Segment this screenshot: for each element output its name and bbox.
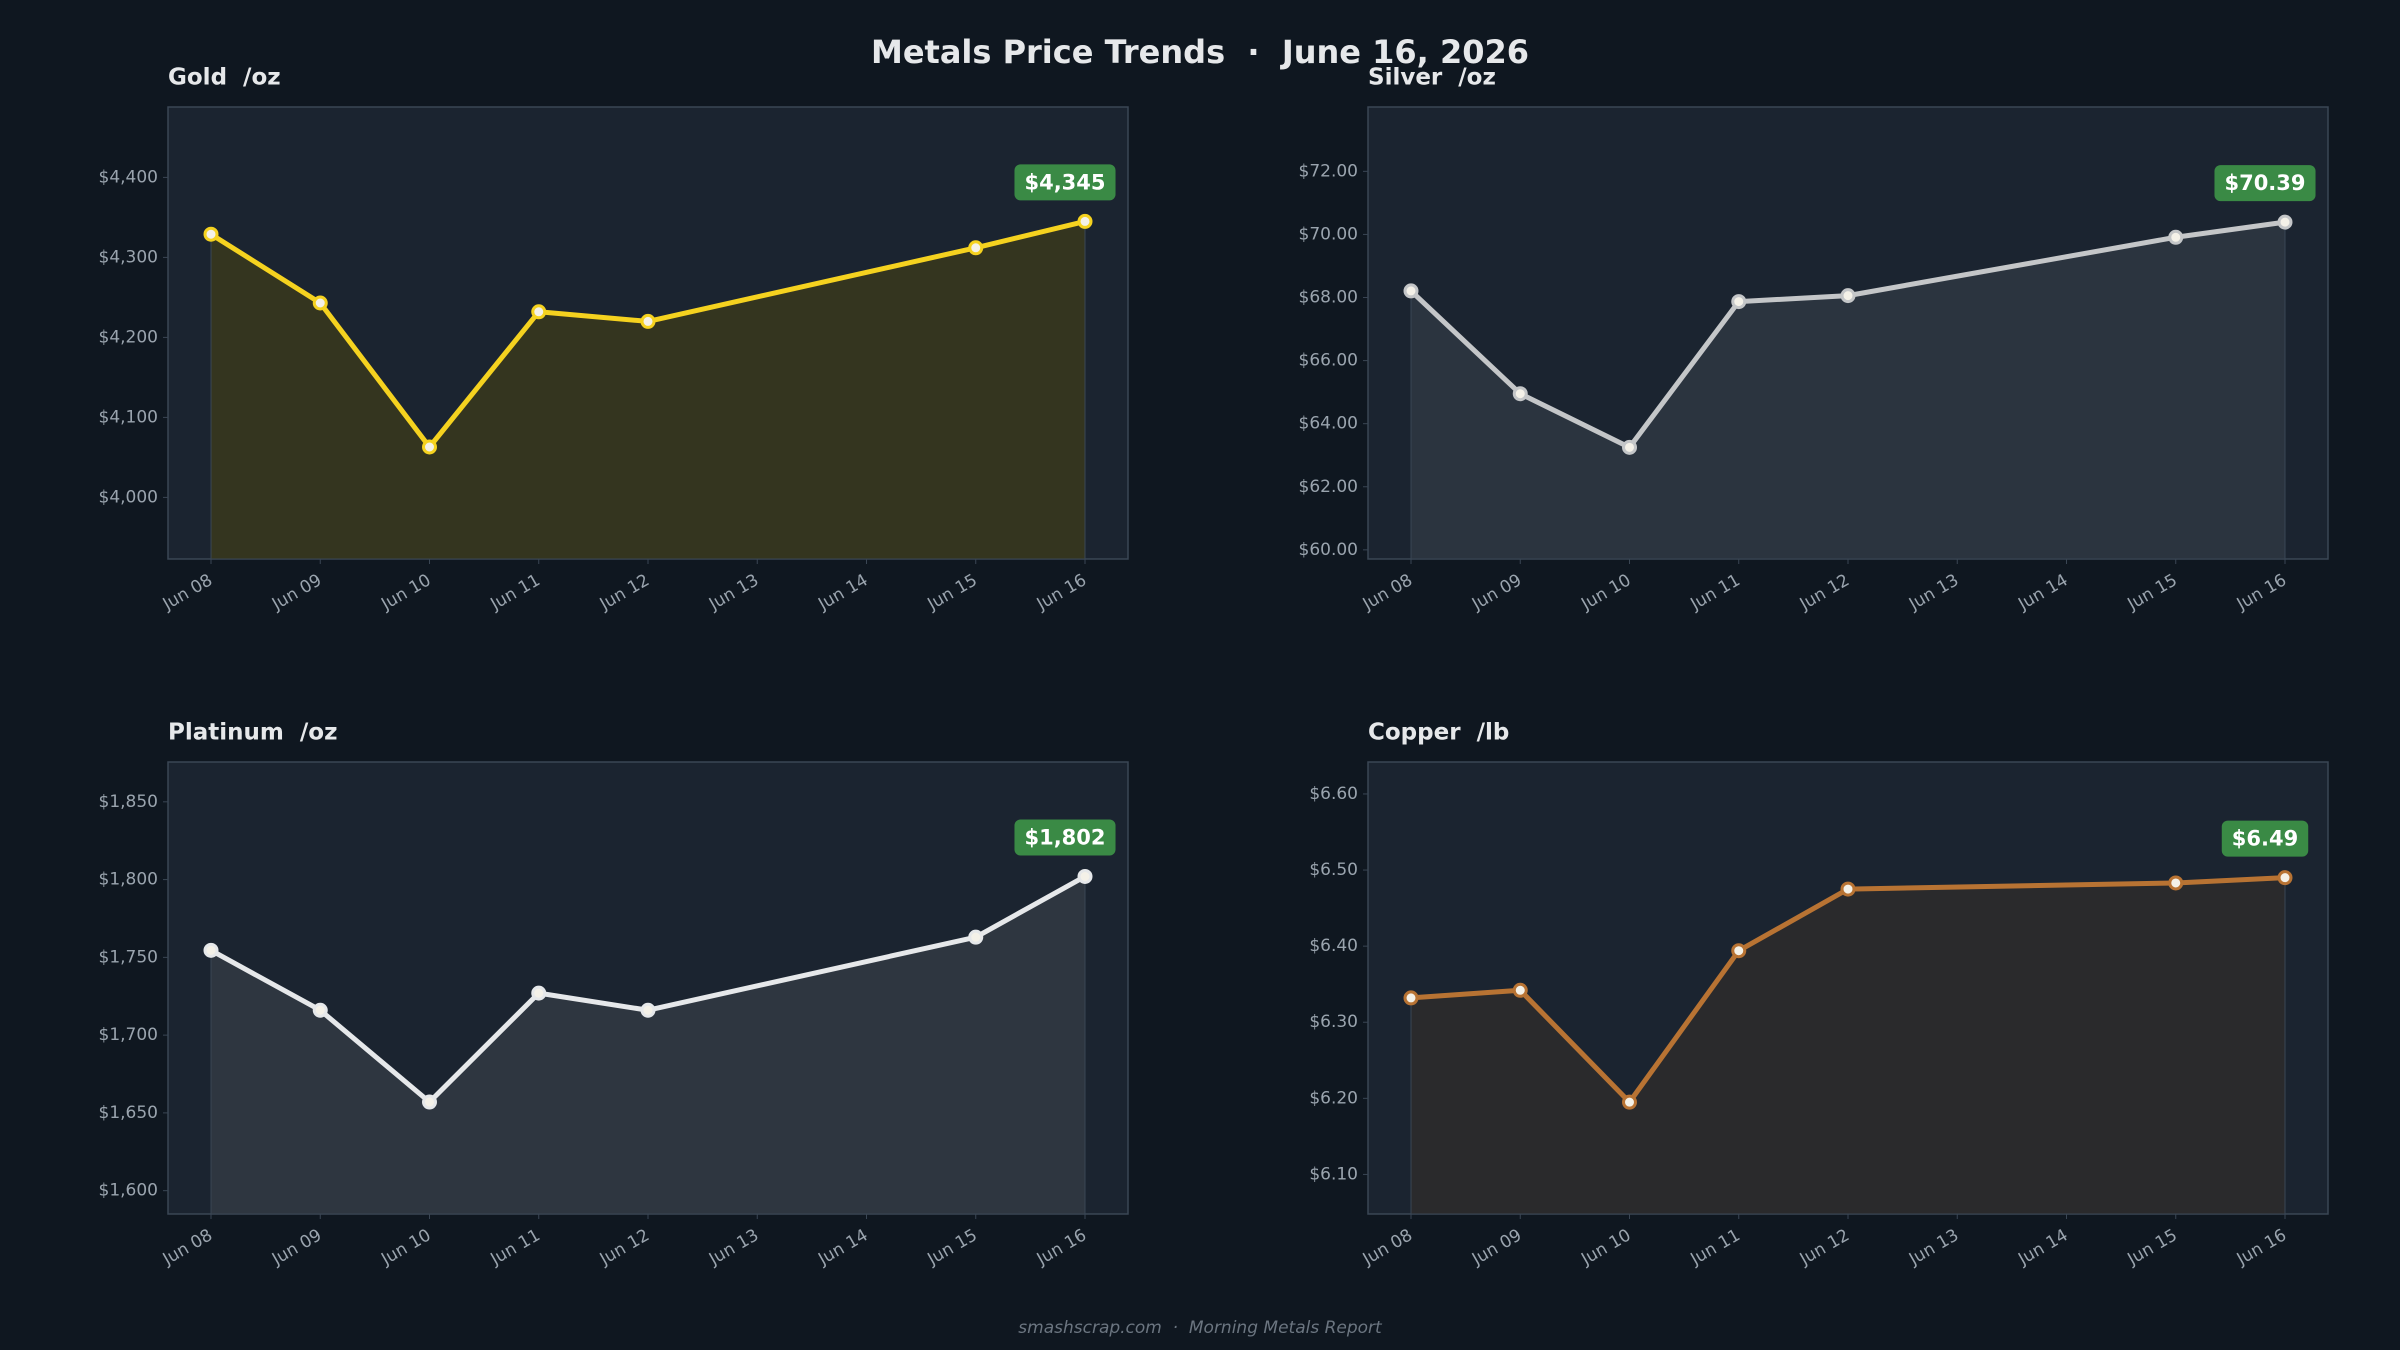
y-tick-label: $72.00 bbox=[1299, 161, 1358, 181]
value-label: $4,345 bbox=[1024, 170, 1105, 194]
value-label: $6.49 bbox=[2232, 827, 2298, 851]
panel-title: Copper /lb bbox=[1368, 720, 1509, 746]
point bbox=[1077, 868, 1093, 884]
value-label-bg bbox=[2221, 820, 2309, 857]
point bbox=[2168, 229, 2184, 245]
point bbox=[1077, 213, 1093, 229]
y-tick-label: $62.00 bbox=[1299, 477, 1358, 497]
y-tick-label: $1,650 bbox=[99, 1103, 158, 1123]
panel: Platinum /oz $1,600 $1,650 $1,700 $1,750 $1,8… bbox=[99, 720, 1129, 1270]
y-tick-label: $6.20 bbox=[1309, 1088, 1358, 1108]
point bbox=[531, 304, 547, 320]
value-label: $1,802 bbox=[1024, 825, 1105, 849]
point bbox=[531, 985, 547, 1001]
y-tick-label: $4,200 bbox=[99, 327, 158, 347]
point bbox=[1512, 386, 1528, 402]
y-tick-label: $1,600 bbox=[99, 1181, 158, 1201]
y-tick-label: $70.00 bbox=[1299, 224, 1358, 244]
y-tick-label: $6.50 bbox=[1309, 860, 1358, 880]
point bbox=[1622, 439, 1637, 455]
y-tick-label: $1,850 bbox=[99, 792, 158, 812]
y-tick-label: $4,100 bbox=[99, 407, 158, 427]
point bbox=[640, 313, 656, 329]
panel-title: Gold /oz bbox=[168, 65, 281, 91]
point bbox=[312, 1002, 328, 1018]
point bbox=[1403, 990, 1419, 1006]
point bbox=[422, 439, 437, 455]
y-tick-label: $6.30 bbox=[1309, 1012, 1358, 1032]
y-tick-label: $66.00 bbox=[1299, 351, 1358, 371]
point bbox=[968, 929, 984, 945]
point bbox=[203, 942, 219, 958]
y-tick-label: $4,300 bbox=[99, 247, 158, 267]
point bbox=[1840, 288, 1856, 304]
point bbox=[1403, 283, 1419, 299]
point bbox=[1731, 294, 1747, 310]
point bbox=[1512, 982, 1528, 998]
y-tick-label: $4,000 bbox=[99, 487, 158, 507]
point bbox=[968, 240, 984, 256]
point bbox=[312, 295, 328, 311]
panel: Silver /oz $60.00 $62.00 $64.00 $66.00 $68.00… bbox=[1299, 65, 2329, 615]
point bbox=[2277, 214, 2293, 230]
point bbox=[2168, 875, 2184, 891]
y-tick-label: $64.00 bbox=[1299, 414, 1358, 434]
panel-title: Silver /oz bbox=[1368, 65, 1496, 91]
y-tick-label: $1,700 bbox=[99, 1025, 158, 1045]
footer: smashscrap.com · Morning Metals Report bbox=[1018, 1318, 1383, 1338]
y-tick-label: $6.40 bbox=[1309, 936, 1358, 956]
y-tick-label: $6.60 bbox=[1309, 784, 1358, 804]
point bbox=[1731, 943, 1747, 959]
value-label: $70.39 bbox=[2224, 171, 2305, 195]
y-tick-label: $6.10 bbox=[1309, 1164, 1358, 1184]
value-label-bg bbox=[1014, 164, 1116, 201]
point bbox=[422, 1094, 437, 1110]
point bbox=[2277, 870, 2293, 886]
y-tick-label: $1,750 bbox=[99, 947, 158, 967]
y-tick-label: $68.00 bbox=[1299, 288, 1358, 308]
y-tick-label: $1,800 bbox=[99, 870, 158, 890]
panel: Copper /lb $6.10 $6.20 $6.30 $6.40 $6.50 $6.60… bbox=[1309, 720, 2329, 1270]
point bbox=[1840, 881, 1856, 897]
panel: Gold /oz$4,000$4,100$4,200$4,300$4,400Ju… bbox=[99, 65, 1129, 615]
value-label-bg bbox=[1014, 819, 1116, 856]
y-tick-label: $4,400 bbox=[99, 167, 158, 187]
point bbox=[1622, 1094, 1637, 1110]
page-title: Metals Price Trends · June 16, 2026 bbox=[871, 33, 1529, 71]
point bbox=[640, 1002, 656, 1018]
y-tick-label: $60.00 bbox=[1299, 540, 1358, 560]
value-label-bg bbox=[2214, 165, 2316, 202]
panel-title: Platinum /oz bbox=[168, 720, 337, 746]
point bbox=[203, 226, 219, 242]
